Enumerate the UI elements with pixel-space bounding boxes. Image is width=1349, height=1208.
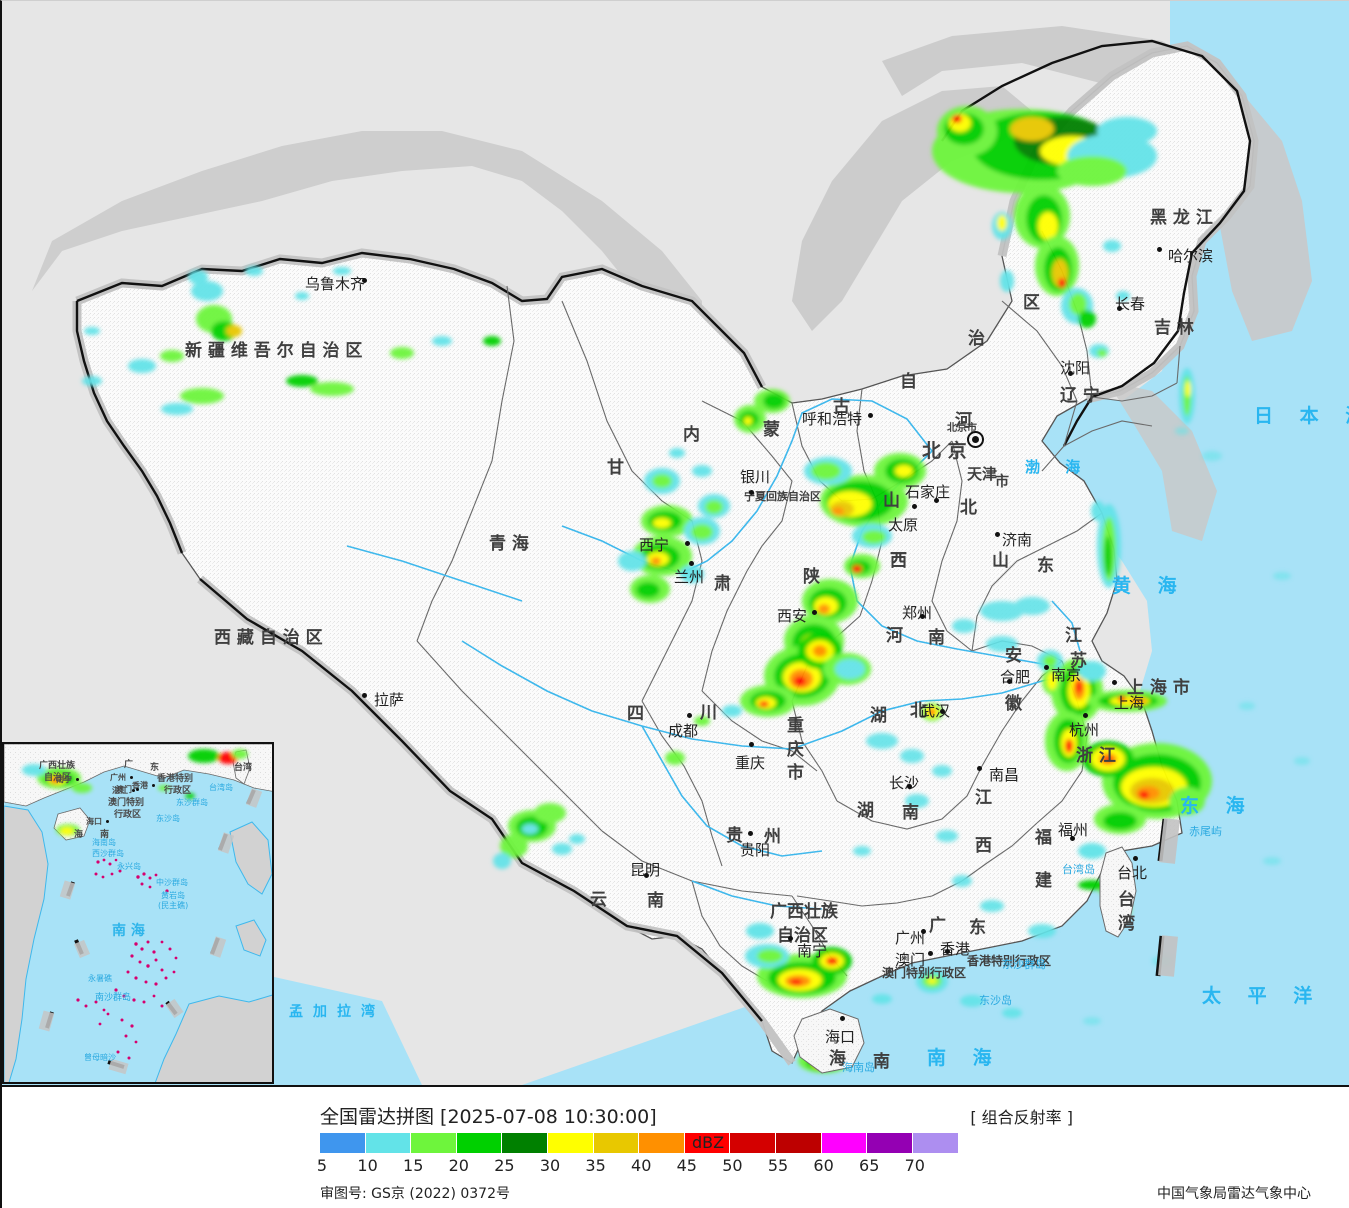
dbz-tick-20: 20 xyxy=(448,1156,469,1175)
dbz-swatch-55 xyxy=(775,1133,822,1153)
city-marker-西安 xyxy=(812,610,817,615)
taiwan-outline xyxy=(1099,846,1137,938)
issuer-name: 中国气象局雷达气象中心 xyxy=(1157,1186,1311,1202)
city-marker-武汉 xyxy=(940,709,945,714)
radar-echo-layer xyxy=(82,106,1310,1073)
product-mode: [ 组合反射率 ] xyxy=(970,1108,1073,1127)
city-marker-南昌 xyxy=(977,766,982,771)
city-marker-成都 xyxy=(687,713,692,718)
city-marker-太原 xyxy=(912,504,917,509)
city-marker-台北 xyxy=(1133,856,1138,861)
city-marker-澳门 xyxy=(928,951,933,956)
city-marker-西宁 xyxy=(685,541,690,546)
city-marker-合肥 xyxy=(1007,679,1012,684)
dbz-tick-50: 50 xyxy=(722,1156,743,1175)
dbz-tick-40: 40 xyxy=(631,1156,652,1175)
city-marker-沈阳 xyxy=(1068,371,1073,376)
dbz-swatch-20 xyxy=(456,1133,503,1153)
china-radar-map-svg xyxy=(2,1,1349,1085)
city-marker-海口 xyxy=(840,1016,845,1021)
city-marker-呼和浩特 xyxy=(868,413,873,418)
city-marker-杭州 xyxy=(1083,713,1088,718)
inset-map-svg xyxy=(4,744,272,1082)
dbz-tick-30: 30 xyxy=(539,1156,561,1175)
south-china-sea-inset-map[interactable]: 广西壮族 自治区广东香港特别 行政区 澳门特别 行政区海南台湾 广州 南宁 香港 澳门 海口 湛江台… xyxy=(2,742,274,1084)
city-marker-郑州 xyxy=(920,614,925,619)
dbz-color-scale[interactable]: 5 10 15 20 25 30 35 40 45 50 55 60 65 70 xyxy=(316,1133,959,1180)
dbz-tick-70: 70 xyxy=(904,1156,925,1175)
inset-city-marker-海口 xyxy=(106,820,109,823)
city-marker-南京 xyxy=(1044,665,1049,670)
dbz-tick-35: 35 xyxy=(585,1156,606,1175)
city-marker-长沙 xyxy=(907,784,912,789)
dbz-tick-65: 65 xyxy=(859,1156,880,1175)
product-title: 全国雷达拼图 [2025-07-08 10:30:00] xyxy=(320,1106,657,1128)
dbz-swatch-40 xyxy=(639,1133,685,1153)
city-marker-上海 xyxy=(1112,680,1117,685)
national-border xyxy=(75,39,1252,1022)
dbz-swatch-25 xyxy=(502,1133,548,1153)
inset-city-marker-广州 xyxy=(130,776,133,779)
city-marker-香港 xyxy=(945,949,950,954)
dbz-swatch-70 xyxy=(912,1133,959,1153)
dbz-swatch-10 xyxy=(365,1133,412,1153)
inset-city-marker-南宁 xyxy=(76,778,79,781)
dbz-swatch-30 xyxy=(547,1133,594,1153)
dbz-tick-5: 5 xyxy=(316,1156,328,1175)
city-marker-贵阳 xyxy=(748,831,753,836)
inset-city-marker-澳门 xyxy=(136,788,139,791)
dbz-swatch-35 xyxy=(593,1133,640,1153)
city-marker-济南 xyxy=(995,532,1000,537)
dbz-tick-15: 15 xyxy=(403,1156,424,1175)
dbz-swatch-60 xyxy=(821,1133,868,1153)
dbz-tick-55: 55 xyxy=(767,1156,789,1175)
hainan-outline xyxy=(793,1008,865,1074)
dbz-swatch-5 xyxy=(320,1133,366,1153)
legend-footer: 全国雷达拼图 [2025-07-08 10:30:00] [ 组合反射率 ] 5… xyxy=(2,1085,1349,1208)
dbz-tick-60: 60 xyxy=(813,1156,834,1175)
dash-halo xyxy=(1158,818,1180,977)
city-marker-昆明 xyxy=(644,873,649,878)
dbz-tick-10: 10 xyxy=(357,1156,378,1175)
radar-map-canvas[interactable]: 新 疆 维 吾 尔 自 治 区西 藏 自 治 区青 海甘肃内蒙古自治区宁夏回族自… xyxy=(2,1,1349,1085)
dbz-swatch-45 xyxy=(684,1133,731,1153)
dbz-unit-label: dBZ xyxy=(692,1133,725,1152)
capital-marker-beijing xyxy=(967,431,984,448)
dbz-tick-row: 5 10 15 20 25 30 35 40 45 50 55 60 65 70 xyxy=(316,1156,958,1180)
dbz-swatch-row xyxy=(320,1133,959,1153)
dbz-swatch-65 xyxy=(867,1133,913,1153)
city-marker-乌鲁木齐 xyxy=(362,278,367,283)
inset-city-marker-湛江 xyxy=(132,789,135,792)
dbz-tick-25: 25 xyxy=(494,1156,515,1175)
dbz-tick-45: 45 xyxy=(676,1156,697,1175)
city-marker-广州 xyxy=(921,929,926,934)
dbz-swatch-15 xyxy=(411,1133,457,1153)
city-marker-南宁 xyxy=(788,936,793,941)
city-marker-长春 xyxy=(1117,306,1122,311)
city-marker-拉萨 xyxy=(362,693,367,698)
city-marker-重庆 xyxy=(749,742,754,747)
city-marker-兰州 xyxy=(689,561,694,566)
city-marker-福州 xyxy=(1070,836,1075,841)
approval-number: 审图号: GS京 (2022) 0372号 xyxy=(320,1186,510,1202)
inset-city-marker-香港 xyxy=(152,784,155,787)
city-marker-哈尔滨 xyxy=(1157,247,1162,252)
dbz-swatch-50 xyxy=(730,1133,776,1153)
city-marker-石家庄 xyxy=(934,498,939,503)
city-marker-银川 xyxy=(749,490,754,495)
